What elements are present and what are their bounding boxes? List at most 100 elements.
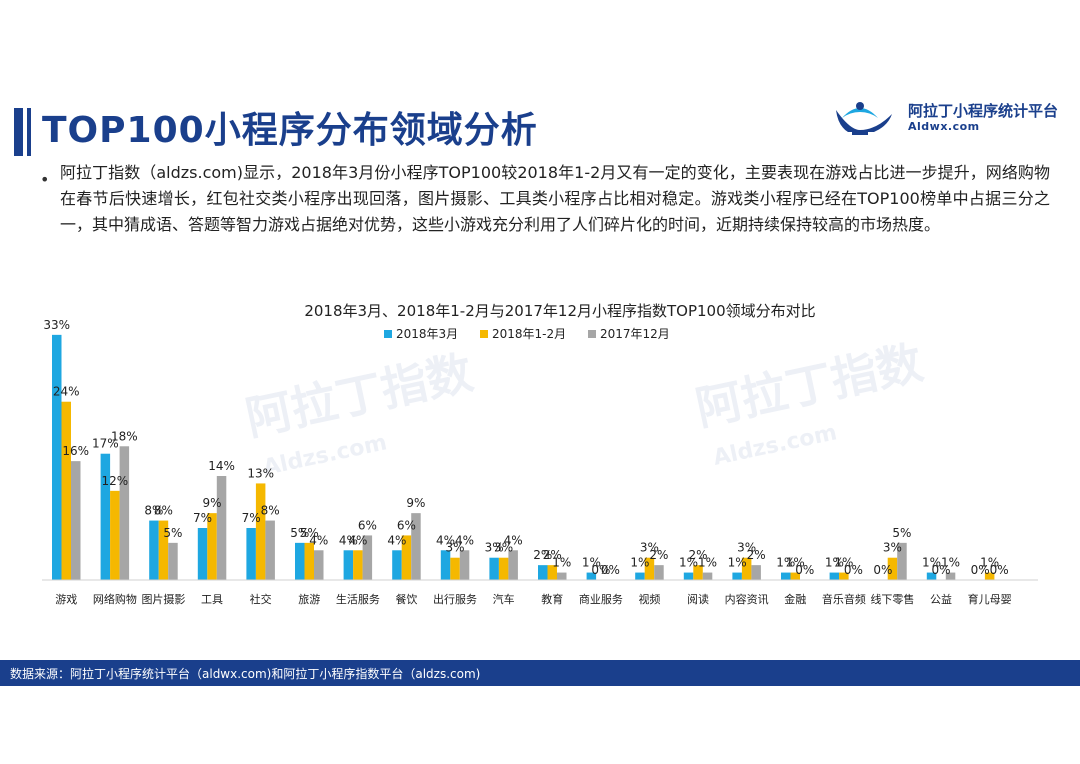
data-label: 4% bbox=[339, 533, 358, 547]
bar bbox=[926, 572, 937, 580]
bar bbox=[168, 542, 178, 580]
data-label: 4% bbox=[348, 533, 367, 547]
bar bbox=[547, 565, 557, 580]
data-label: 3% bbox=[485, 541, 504, 555]
data-label: 7% bbox=[193, 511, 212, 525]
data-label: 1% bbox=[834, 556, 853, 570]
bar bbox=[110, 490, 120, 580]
data-label: 4% bbox=[387, 533, 406, 547]
data-label: 6% bbox=[397, 518, 416, 532]
bar bbox=[450, 557, 460, 580]
data-label: 3% bbox=[883, 541, 902, 555]
data-label: 2% bbox=[649, 548, 668, 562]
bar bbox=[654, 565, 664, 580]
data-label: 9% bbox=[406, 496, 425, 510]
x-tick-label: 出行服务 bbox=[433, 592, 477, 606]
bar bbox=[119, 446, 130, 580]
data-label: 6% bbox=[358, 518, 377, 532]
data-label: 1% bbox=[582, 556, 601, 570]
title-accent-bar bbox=[14, 108, 23, 156]
data-label: 18% bbox=[111, 429, 138, 443]
data-label: 1% bbox=[698, 556, 717, 570]
bar bbox=[741, 557, 752, 580]
legend-label: 2018年3月 bbox=[396, 327, 458, 341]
bar bbox=[61, 401, 71, 580]
data-label: 1% bbox=[552, 556, 571, 570]
legend-swatch bbox=[384, 330, 392, 338]
data-label: 13% bbox=[247, 466, 274, 480]
legend-swatch bbox=[480, 330, 488, 338]
data-label: 2% bbox=[543, 548, 562, 562]
bar bbox=[265, 520, 275, 580]
data-label: 12% bbox=[102, 474, 129, 488]
x-tick-label: 音乐音频 bbox=[822, 592, 866, 606]
page-title: TOP100小程序分布领域分析 bbox=[42, 110, 538, 151]
bar bbox=[644, 557, 655, 580]
footer-source-text: 数据来源：阿拉丁小程序统计平台（aldwx.com)和阿拉丁小程序指数平台（al… bbox=[10, 667, 481, 681]
chart-title: 2018年3月、2018年1-2月与2017年12月小程序指数TOP100领域分… bbox=[304, 302, 815, 320]
data-label: 17% bbox=[92, 437, 119, 451]
data-label: 4% bbox=[436, 533, 455, 547]
data-label: 24% bbox=[53, 385, 80, 399]
data-label: 1% bbox=[728, 556, 747, 570]
bar bbox=[839, 572, 849, 580]
x-tick-label: 旅游 bbox=[298, 592, 320, 606]
bar bbox=[401, 535, 412, 580]
bar bbox=[508, 550, 518, 580]
x-tick-label: 阅读 bbox=[687, 592, 709, 606]
data-label: 4% bbox=[504, 533, 523, 547]
bar bbox=[459, 550, 470, 580]
x-tick-label: 生活服务 bbox=[336, 592, 380, 606]
data-label: 1% bbox=[630, 556, 649, 570]
bar bbox=[362, 535, 373, 580]
bar bbox=[781, 572, 791, 580]
bar bbox=[343, 550, 354, 580]
data-label: 5% bbox=[290, 526, 309, 540]
data-label: 0% bbox=[601, 563, 620, 577]
data-label: 5% bbox=[892, 526, 911, 540]
data-label: 16% bbox=[62, 444, 89, 458]
bar bbox=[71, 461, 81, 580]
watermark-text: 阿拉丁指数 bbox=[691, 335, 927, 436]
bar bbox=[411, 513, 421, 580]
bar bbox=[829, 572, 840, 580]
data-label: 1% bbox=[786, 556, 805, 570]
data-label: 0% bbox=[971, 563, 990, 577]
bar bbox=[984, 572, 995, 580]
x-tick-label: 商业服务 bbox=[579, 592, 623, 606]
bar bbox=[498, 557, 509, 580]
legend-label: 2017年12月 bbox=[600, 327, 670, 341]
bar bbox=[945, 572, 956, 580]
data-label: 3% bbox=[446, 541, 465, 555]
data-label: 2% bbox=[747, 548, 766, 562]
data-label: 8% bbox=[144, 504, 163, 518]
data-label: 1% bbox=[922, 556, 941, 570]
watermark-group: 阿拉丁指数 Aldzs.com 阿拉丁指数 Aldzs.com bbox=[241, 335, 927, 481]
x-tick-label: 视频 bbox=[638, 592, 660, 606]
bar bbox=[732, 572, 742, 580]
x-tick-label: 游戏 bbox=[55, 593, 77, 606]
data-label: 4% bbox=[309, 533, 328, 547]
x-tick-label: 图片摄影 bbox=[141, 592, 185, 606]
data-label: 7% bbox=[242, 511, 261, 525]
bar bbox=[207, 513, 217, 580]
chart-legend: 2018年3月 2018年1-2月 2017年12月 bbox=[384, 327, 670, 341]
x-tick-label: 公益 bbox=[930, 592, 952, 606]
watermark-text: 阿拉丁指数 bbox=[241, 345, 477, 446]
logo-text: 阿拉丁小程序统计平台 bbox=[908, 102, 1059, 120]
data-label: 5% bbox=[300, 526, 319, 540]
bar-chart: 阿拉丁指数 Aldzs.com 阿拉丁指数 Aldzs.com 2018年3月、… bbox=[42, 302, 1038, 606]
bar bbox=[314, 550, 324, 580]
data-label: 8% bbox=[261, 504, 280, 518]
x-tick-label: 餐饮 bbox=[395, 592, 417, 606]
bar bbox=[304, 542, 314, 580]
data-label: 2% bbox=[689, 548, 708, 562]
data-label: 0% bbox=[932, 563, 951, 577]
x-tick-label: 社交 bbox=[250, 592, 272, 606]
data-label: 0% bbox=[990, 563, 1009, 577]
data-label: 0% bbox=[795, 563, 814, 577]
data-label: 2% bbox=[533, 548, 552, 562]
summary-paragraph: 阿拉丁指数（aldzs.com)显示，2018年3月份小程序TOP100较201… bbox=[60, 163, 1050, 234]
data-label: 1% bbox=[679, 556, 698, 570]
bar bbox=[100, 453, 111, 580]
